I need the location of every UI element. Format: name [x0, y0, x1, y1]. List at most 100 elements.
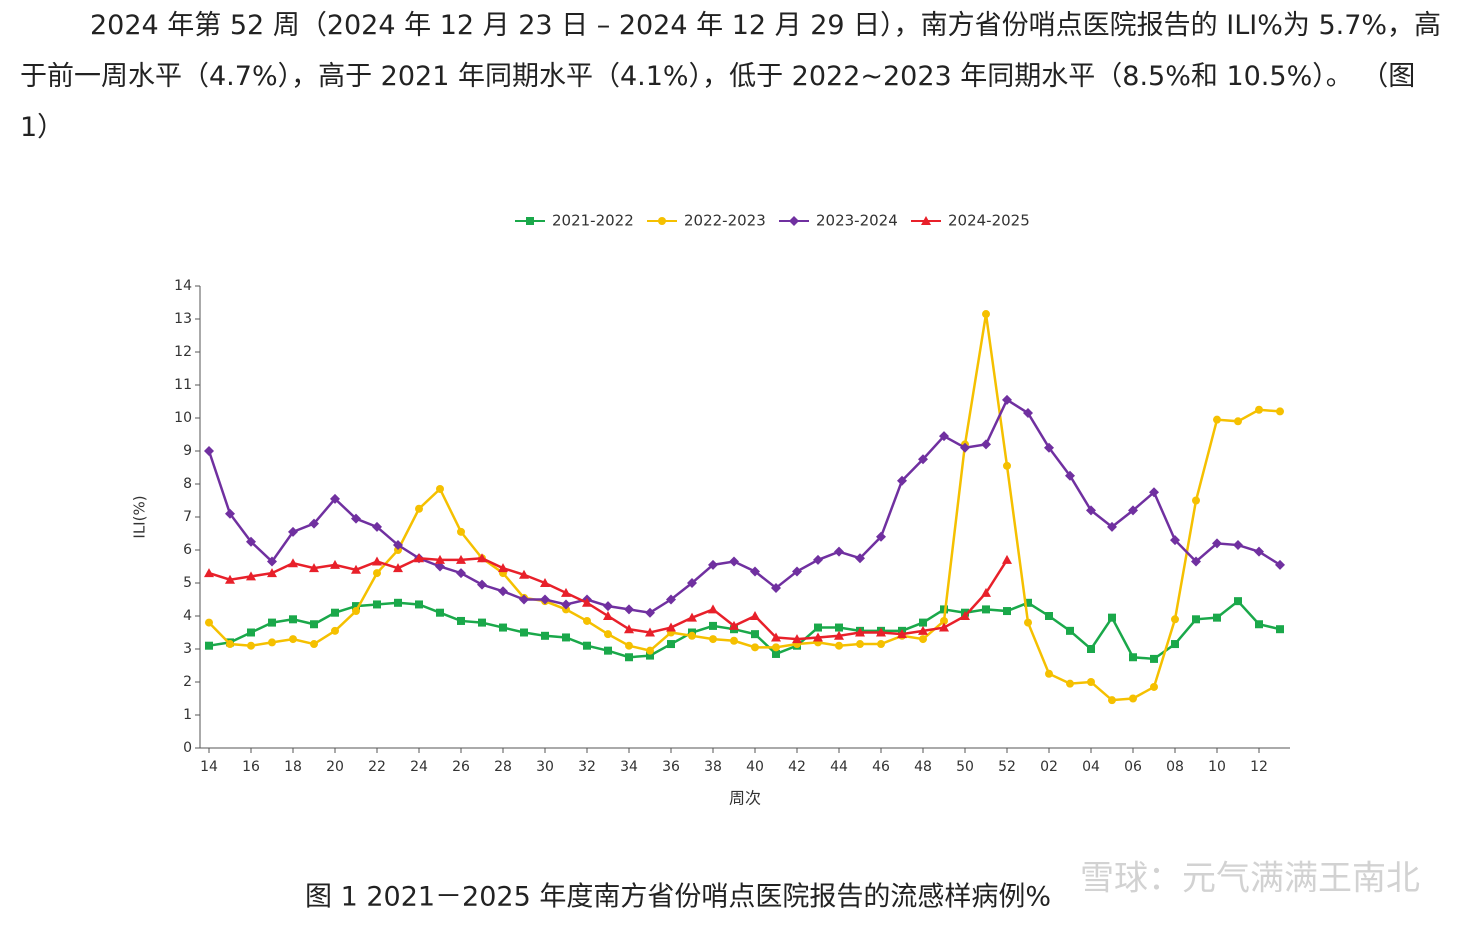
marker: [1275, 559, 1285, 570]
marker: [330, 559, 340, 569]
marker: [625, 653, 633, 662]
x-tick-label: 20: [326, 759, 344, 775]
marker: [1213, 613, 1221, 622]
marker: [750, 566, 760, 577]
marker: [645, 607, 655, 618]
marker: [414, 553, 424, 563]
x-tick-label: 24: [410, 759, 428, 775]
marker: [310, 640, 318, 649]
marker: [540, 594, 550, 605]
marker: [373, 569, 381, 578]
marker: [624, 604, 634, 615]
marker: [1192, 615, 1200, 624]
marker: [436, 608, 444, 617]
marker: [268, 618, 276, 627]
marker: [1212, 538, 1222, 549]
x-tick-label: 10: [1208, 759, 1226, 775]
marker: [835, 641, 843, 650]
marker: [1107, 521, 1117, 532]
marker: [540, 578, 550, 587]
marker: [876, 531, 886, 542]
y-axis-label: ILI(%): [131, 495, 149, 538]
x-tick-label: 42: [788, 759, 806, 775]
marker: [205, 641, 213, 650]
marker: [351, 513, 361, 524]
marker: [709, 635, 717, 644]
marker: [687, 612, 697, 622]
marker: [1002, 554, 1012, 564]
marker: [204, 446, 214, 456]
marker: [309, 563, 319, 573]
marker: [1003, 461, 1011, 470]
marker: [960, 611, 970, 620]
marker: [1171, 640, 1179, 649]
marker: [1129, 694, 1137, 703]
x-tick-label: 34: [620, 759, 638, 775]
marker: [583, 616, 591, 625]
marker: [373, 600, 381, 609]
marker: [1086, 505, 1096, 516]
legend-marker: [789, 216, 799, 226]
marker: [729, 620, 739, 630]
marker: [940, 605, 948, 614]
marker: [1087, 645, 1095, 653]
marker: [877, 640, 885, 649]
marker: [1044, 442, 1054, 453]
legend-label: 2021-2022: [552, 212, 634, 230]
series-line: [208, 313, 1281, 702]
y-tick-label: 13: [174, 311, 192, 327]
marker: [982, 605, 990, 614]
marker: [1192, 496, 1200, 505]
marker: [603, 611, 613, 620]
x-tick-label: 48: [914, 759, 932, 775]
marker: [1234, 597, 1242, 606]
marker: [267, 568, 277, 578]
marker: [940, 616, 948, 625]
marker: [603, 601, 613, 612]
marker: [834, 546, 844, 557]
marker: [247, 641, 255, 650]
x-tick-label: 08: [1166, 759, 1184, 775]
marker: [604, 646, 612, 655]
marker: [1024, 598, 1032, 607]
legend-label: 2023-2024: [816, 212, 898, 230]
marker: [855, 553, 865, 564]
marker: [268, 638, 276, 647]
marker: [625, 641, 633, 650]
paragraph: 2024 年第 52 周（2024 年 12 月 23 日 – 2024 年 1…: [20, 10, 1442, 143]
marker: [792, 634, 802, 644]
marker: [982, 310, 990, 319]
marker: [813, 632, 823, 642]
x-tick-label: 16: [242, 759, 260, 775]
legend-marker: [658, 217, 666, 225]
marker: [1129, 653, 1137, 662]
y-tick-label: 12: [174, 344, 192, 360]
marker: [730, 636, 738, 645]
marker: [225, 574, 235, 584]
marker: [1045, 612, 1053, 620]
marker: [1150, 682, 1158, 691]
marker: [856, 640, 864, 649]
marker: [687, 578, 697, 588]
marker: [582, 597, 592, 607]
marker: [393, 563, 403, 573]
y-tick-label: 4: [183, 608, 192, 624]
marker: [1234, 417, 1242, 426]
marker: [351, 564, 361, 574]
legend-marker: [526, 217, 534, 225]
marker: [541, 631, 549, 640]
watermark: 雪球：元气满满王南北: [1080, 859, 1420, 899]
marker: [835, 623, 843, 632]
marker: [289, 615, 297, 624]
series-line: [207, 398, 1281, 615]
x-tick-label: 14: [200, 759, 218, 775]
marker: [960, 442, 970, 453]
marker: [666, 594, 676, 605]
y-tick-label: 2: [183, 674, 192, 690]
marker: [919, 618, 927, 627]
marker: [477, 553, 487, 563]
marker: [331, 626, 339, 635]
marker: [1213, 415, 1221, 424]
x-tick-label: 38: [704, 759, 722, 775]
